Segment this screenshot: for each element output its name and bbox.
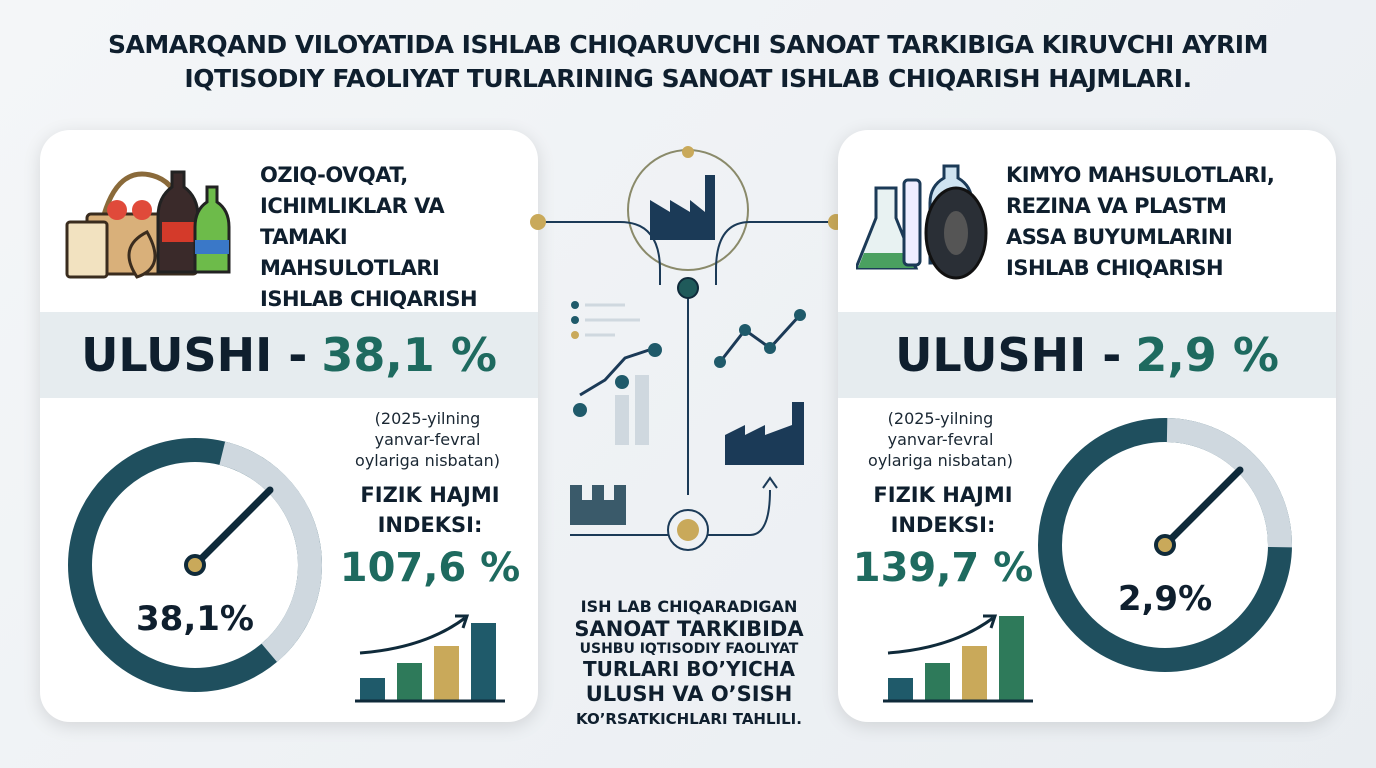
left-index-label: FIZIK HAJMI INDEKSI: <box>360 483 500 537</box>
industry-connection-diagram <box>530 146 844 551</box>
gauge-remaining-arc <box>67 438 322 693</box>
right-note: (2025-yilning yanvar-fevral oylariga nisba… <box>868 409 1013 470</box>
right-index-value: 139,7 % <box>852 545 1034 591</box>
growth-bar-icon <box>355 614 505 703</box>
right-share-band: ULUSHI -2,9 % <box>838 312 1336 398</box>
page-title: SAMARQAND VILOYATIDA ISHLAB CHIQARUVCHI … <box>108 30 1268 93</box>
right-index-label: FIZIK HAJMI INDEKSI: <box>873 483 1013 537</box>
gauge-remaining-arc <box>1038 418 1292 672</box>
gauge-label: 38,1% <box>136 599 254 639</box>
gauge-label: 2,9% <box>1118 579 1212 619</box>
center-summary: ISH LAB CHIQARADIGAN SANOAT TARKIBIDA US… <box>574 597 804 728</box>
right-heading: KIMYO MAHSULOTLARI, REZINA VA PLASTM ASS… <box>1006 163 1275 280</box>
factory-icon <box>650 175 715 240</box>
gauge-needle <box>191 486 274 569</box>
left-note: (2025-yilning yanvar-fevral oylariga nisba… <box>355 409 500 470</box>
left-heading: OZIQ-OVQAT, ICHIMLIKLAR VA TAMAKI MAHSUL… <box>260 163 478 311</box>
growth-bar-icon <box>883 614 1033 703</box>
left-gauge: 38,1% <box>67 438 322 693</box>
right-gauge: 2,9% <box>1038 418 1292 672</box>
food-beverage-tobacco-icon <box>65 170 231 279</box>
chemistry-rubber-plastic-icon <box>856 164 988 280</box>
chemical-industry-card: KIMYO MAHSULOTLARI, REZINA VA PLASTM ASS… <box>838 130 1336 722</box>
left-share-band: ULUSHI -38,1 % <box>40 312 538 398</box>
gauge-needle <box>1161 466 1244 549</box>
food-industry-card: OZIQ-OVQAT, ICHIMLIKLAR VA TAMAKI MAHSUL… <box>40 130 538 722</box>
left-index-value: 107,6 % <box>339 545 521 591</box>
